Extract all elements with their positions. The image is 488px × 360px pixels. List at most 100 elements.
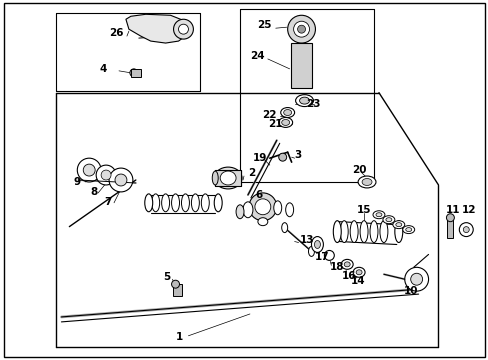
Ellipse shape (283, 109, 291, 116)
Circle shape (254, 199, 270, 215)
Ellipse shape (308, 247, 314, 256)
Circle shape (446, 214, 453, 222)
Text: 24: 24 (249, 51, 264, 61)
Ellipse shape (395, 223, 401, 227)
Text: 19: 19 (252, 153, 267, 163)
Text: 23: 23 (306, 99, 320, 109)
Ellipse shape (341, 260, 352, 269)
Ellipse shape (281, 223, 287, 233)
Bar (215, 170, 241, 186)
Ellipse shape (243, 202, 252, 218)
Text: 2: 2 (247, 168, 255, 178)
Text: 25: 25 (256, 20, 271, 30)
Ellipse shape (352, 267, 365, 277)
Circle shape (96, 165, 116, 185)
Ellipse shape (385, 218, 391, 222)
Circle shape (462, 227, 468, 233)
Bar (447, 218, 452, 238)
Text: 5: 5 (163, 272, 170, 282)
Ellipse shape (236, 205, 244, 219)
Circle shape (171, 280, 179, 288)
Text: 22: 22 (262, 109, 276, 120)
Circle shape (77, 158, 101, 182)
Text: 11: 11 (445, 205, 459, 215)
Circle shape (101, 170, 111, 180)
Ellipse shape (171, 194, 179, 212)
Text: 13: 13 (299, 234, 313, 244)
Ellipse shape (379, 221, 387, 243)
Ellipse shape (280, 108, 294, 117)
Circle shape (248, 193, 276, 221)
Circle shape (173, 19, 193, 39)
Text: 14: 14 (350, 276, 365, 286)
Ellipse shape (314, 240, 320, 248)
Ellipse shape (402, 226, 414, 234)
Ellipse shape (369, 221, 377, 243)
Ellipse shape (220, 171, 236, 185)
Ellipse shape (382, 216, 394, 224)
Ellipse shape (375, 213, 381, 217)
Bar (172, 284, 182, 296)
Text: 3: 3 (294, 150, 301, 160)
Circle shape (115, 174, 127, 186)
Text: 17: 17 (314, 252, 328, 262)
Bar (131, 69, 141, 77)
Ellipse shape (162, 194, 169, 212)
Text: 15: 15 (356, 205, 371, 215)
Text: 7: 7 (104, 197, 111, 207)
Ellipse shape (344, 262, 349, 267)
Ellipse shape (191, 194, 199, 212)
Ellipse shape (357, 176, 375, 188)
Text: 21: 21 (267, 120, 282, 130)
Ellipse shape (355, 270, 361, 275)
Text: 8: 8 (90, 187, 97, 197)
Ellipse shape (281, 120, 289, 125)
Ellipse shape (324, 251, 334, 260)
Ellipse shape (361, 179, 371, 185)
Circle shape (278, 153, 286, 161)
Ellipse shape (359, 221, 367, 243)
Text: 16: 16 (342, 271, 356, 281)
Circle shape (458, 223, 472, 237)
Text: 6: 6 (254, 190, 262, 200)
Ellipse shape (340, 221, 347, 243)
Text: 4: 4 (99, 64, 106, 74)
Text: 9: 9 (73, 177, 81, 187)
Text: 26: 26 (109, 28, 123, 38)
Ellipse shape (144, 194, 152, 212)
Ellipse shape (181, 194, 189, 212)
Ellipse shape (201, 194, 209, 212)
Polygon shape (126, 14, 188, 43)
Ellipse shape (212, 171, 218, 185)
Bar (290, 43, 312, 88)
Text: 10: 10 (403, 286, 417, 296)
Ellipse shape (214, 167, 242, 189)
Ellipse shape (311, 237, 323, 252)
Ellipse shape (392, 221, 404, 229)
Circle shape (83, 164, 95, 176)
Circle shape (130, 69, 138, 77)
Text: 18: 18 (328, 262, 343, 272)
Ellipse shape (273, 201, 281, 215)
Ellipse shape (372, 211, 384, 219)
Ellipse shape (278, 117, 292, 127)
Circle shape (109, 168, 133, 192)
Ellipse shape (151, 194, 160, 212)
Ellipse shape (405, 228, 411, 231)
Ellipse shape (299, 97, 309, 104)
Circle shape (178, 24, 188, 34)
Ellipse shape (214, 194, 222, 212)
Ellipse shape (349, 221, 357, 243)
Circle shape (287, 15, 315, 43)
Ellipse shape (333, 221, 341, 243)
Text: 1: 1 (175, 332, 183, 342)
Text: 20: 20 (351, 165, 366, 175)
Circle shape (410, 273, 422, 285)
Ellipse shape (285, 203, 293, 217)
Circle shape (297, 25, 305, 33)
Circle shape (404, 267, 427, 291)
Ellipse shape (257, 218, 267, 226)
Ellipse shape (394, 221, 402, 243)
Circle shape (293, 21, 309, 37)
Text: 12: 12 (461, 205, 476, 215)
